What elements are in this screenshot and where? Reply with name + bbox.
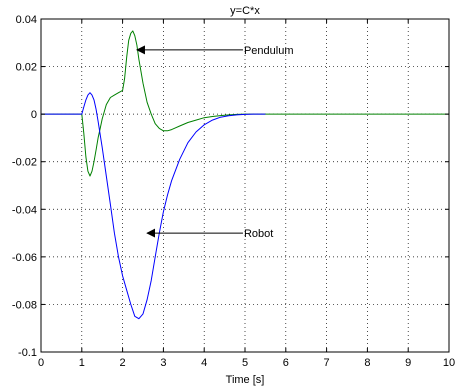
x-tick-label: 7 — [324, 357, 330, 369]
tick-layer: 0 1 2 3 4 5 6 7 8 9 10 -0.1 -0.08 -0.06 -0.04 -0.02 0 0.0… — [12, 14, 455, 369]
x-axis-label: Time [s] — [226, 374, 265, 386]
x-tick-label: 8 — [364, 357, 370, 369]
plot-background — [41, 19, 449, 352]
y-tick-label: -0.04 — [12, 204, 37, 216]
x-tick-label: 0 — [38, 357, 44, 369]
x-tick-label: 3 — [160, 357, 166, 369]
x-tick-label: 2 — [120, 357, 126, 369]
x-tick-label: 4 — [201, 357, 207, 369]
y-tick-label: -0.1 — [18, 347, 37, 359]
y-tick-label: 0 — [31, 109, 37, 121]
y-tick-label: -0.08 — [12, 299, 37, 311]
y-tick-label: -0.02 — [12, 157, 37, 169]
y-tick-label: -0.06 — [12, 252, 37, 264]
y-tick-label: 0.02 — [16, 62, 37, 74]
x-tick-label: 5 — [242, 357, 248, 369]
chart-title: y=C*x — [230, 5, 260, 17]
y-tick-label: 0.04 — [16, 14, 37, 26]
series-line-2 — [41, 92, 266, 320]
annotation-label: Pendulum — [244, 45, 294, 57]
x-tick-label: 6 — [283, 357, 289, 369]
annotation-layer: Pendulum Robot — [135, 45, 294, 240]
x-tick-label: 1 — [79, 357, 85, 369]
x-tick-label: 9 — [405, 357, 411, 369]
x-tick-label: 10 — [443, 357, 455, 369]
annotation-label: Robot — [244, 228, 273, 240]
